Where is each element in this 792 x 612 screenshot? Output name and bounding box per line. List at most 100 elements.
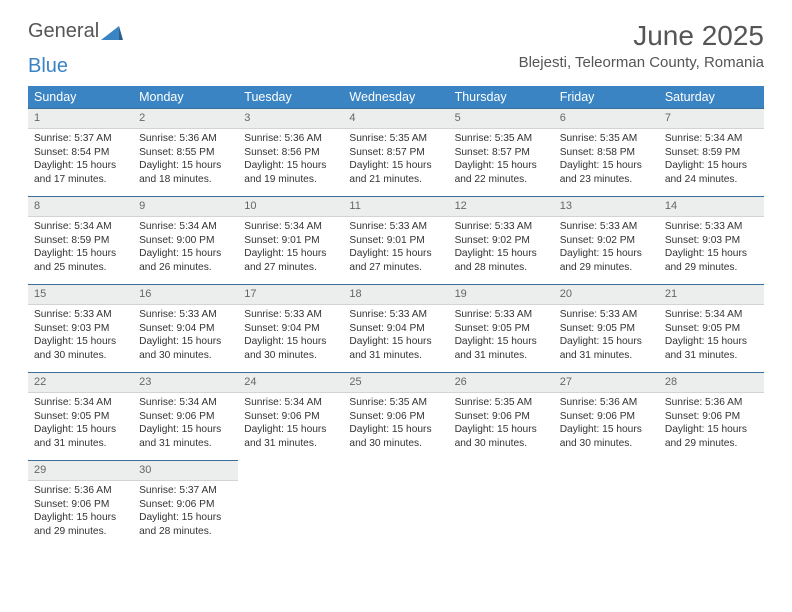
sunrise-line: Sunrise: 5:33 AM: [349, 308, 442, 322]
weekday-header: Saturday: [659, 86, 764, 108]
calendar-day-cell: 10Sunrise: 5:34 AMSunset: 9:01 PMDayligh…: [238, 196, 343, 284]
sunset-line: Sunset: 8:54 PM: [34, 146, 127, 160]
sunset-line: Sunset: 9:01 PM: [244, 234, 337, 248]
sunrise-line: Sunrise: 5:33 AM: [455, 308, 548, 322]
day-content: Sunrise: 5:36 AMSunset: 9:06 PMDaylight:…: [554, 393, 659, 456]
logo-text-1: General: [28, 20, 99, 43]
day-content: Sunrise: 5:35 AMSunset: 9:06 PMDaylight:…: [449, 393, 554, 456]
day-number: 15: [28, 284, 133, 305]
calendar-day-cell: 2Sunrise: 5:36 AMSunset: 8:55 PMDaylight…: [133, 108, 238, 196]
daylight-line: Daylight: 15 hours and 27 minutes.: [349, 247, 442, 275]
day-number: 10: [238, 196, 343, 217]
calendar-day-cell: 17Sunrise: 5:33 AMSunset: 9:04 PMDayligh…: [238, 284, 343, 372]
sunset-line: Sunset: 9:06 PM: [139, 410, 232, 424]
sunset-line: Sunset: 9:02 PM: [560, 234, 653, 248]
day-content: Sunrise: 5:33 AMSunset: 9:05 PMDaylight:…: [449, 305, 554, 368]
calendar-day-cell: 6Sunrise: 5:35 AMSunset: 8:58 PMDaylight…: [554, 108, 659, 196]
sunrise-line: Sunrise: 5:35 AM: [349, 132, 442, 146]
calendar-day-cell: 26Sunrise: 5:35 AMSunset: 9:06 PMDayligh…: [449, 372, 554, 460]
day-number: 11: [343, 196, 448, 217]
calendar-day-cell: 1Sunrise: 5:37 AMSunset: 8:54 PMDaylight…: [28, 108, 133, 196]
day-content: Sunrise: 5:34 AMSunset: 9:01 PMDaylight:…: [238, 217, 343, 280]
sunrise-line: Sunrise: 5:33 AM: [244, 308, 337, 322]
day-content: Sunrise: 5:36 AMSunset: 8:56 PMDaylight:…: [238, 129, 343, 192]
calendar-day-cell: 28Sunrise: 5:36 AMSunset: 9:06 PMDayligh…: [659, 372, 764, 460]
daylight-line: Daylight: 15 hours and 31 minutes.: [139, 423, 232, 451]
calendar-week-row: 29Sunrise: 5:36 AMSunset: 9:06 PMDayligh…: [28, 460, 764, 548]
calendar-day-cell: 30Sunrise: 5:37 AMSunset: 9:06 PMDayligh…: [133, 460, 238, 548]
day-number: 12: [449, 196, 554, 217]
daylight-line: Daylight: 15 hours and 22 minutes.: [455, 159, 548, 187]
sunset-line: Sunset: 9:06 PM: [139, 498, 232, 512]
calendar-day-cell: [238, 460, 343, 548]
sunrise-line: Sunrise: 5:37 AM: [34, 132, 127, 146]
weekday-header: Tuesday: [238, 86, 343, 108]
day-number: 6: [554, 108, 659, 129]
sunrise-line: Sunrise: 5:36 AM: [244, 132, 337, 146]
sunset-line: Sunset: 9:03 PM: [665, 234, 758, 248]
calendar-day-cell: 21Sunrise: 5:34 AMSunset: 9:05 PMDayligh…: [659, 284, 764, 372]
day-number: 21: [659, 284, 764, 305]
weekday-header: Thursday: [449, 86, 554, 108]
day-content: Sunrise: 5:33 AMSunset: 9:01 PMDaylight:…: [343, 217, 448, 280]
day-number: 27: [554, 372, 659, 393]
sunrise-line: Sunrise: 5:34 AM: [665, 132, 758, 146]
day-number: 1: [28, 108, 133, 129]
sunrise-line: Sunrise: 5:33 AM: [34, 308, 127, 322]
sunrise-line: Sunrise: 5:34 AM: [139, 396, 232, 410]
daylight-line: Daylight: 15 hours and 29 minutes.: [34, 511, 127, 539]
day-number: 4: [343, 108, 448, 129]
calendar-week-row: 15Sunrise: 5:33 AMSunset: 9:03 PMDayligh…: [28, 284, 764, 372]
calendar-day-cell: 22Sunrise: 5:34 AMSunset: 9:05 PMDayligh…: [28, 372, 133, 460]
calendar-day-cell: 12Sunrise: 5:33 AMSunset: 9:02 PMDayligh…: [449, 196, 554, 284]
calendar-body: 1Sunrise: 5:37 AMSunset: 8:54 PMDaylight…: [28, 108, 764, 548]
sunset-line: Sunset: 8:59 PM: [34, 234, 127, 248]
day-content: Sunrise: 5:36 AMSunset: 8:55 PMDaylight:…: [133, 129, 238, 192]
daylight-line: Daylight: 15 hours and 31 minutes.: [455, 335, 548, 363]
day-content: Sunrise: 5:33 AMSunset: 9:03 PMDaylight:…: [28, 305, 133, 368]
calendar-day-cell: 9Sunrise: 5:34 AMSunset: 9:00 PMDaylight…: [133, 196, 238, 284]
daylight-line: Daylight: 15 hours and 29 minutes.: [665, 423, 758, 451]
day-content: Sunrise: 5:34 AMSunset: 8:59 PMDaylight:…: [28, 217, 133, 280]
day-content: Sunrise: 5:36 AMSunset: 9:06 PMDaylight:…: [28, 481, 133, 544]
daylight-line: Daylight: 15 hours and 24 minutes.: [665, 159, 758, 187]
day-number: 25: [343, 372, 448, 393]
daylight-line: Daylight: 15 hours and 29 minutes.: [665, 247, 758, 275]
weekday-header: Sunday: [28, 86, 133, 108]
day-number: 2: [133, 108, 238, 129]
daylight-line: Daylight: 15 hours and 30 minutes.: [349, 423, 442, 451]
day-number: 17: [238, 284, 343, 305]
sunset-line: Sunset: 9:04 PM: [349, 322, 442, 336]
calendar-day-cell: 14Sunrise: 5:33 AMSunset: 9:03 PMDayligh…: [659, 196, 764, 284]
sunrise-line: Sunrise: 5:34 AM: [34, 220, 127, 234]
sunset-line: Sunset: 9:05 PM: [455, 322, 548, 336]
calendar-day-cell: 3Sunrise: 5:36 AMSunset: 8:56 PMDaylight…: [238, 108, 343, 196]
daylight-line: Daylight: 15 hours and 31 minutes.: [244, 423, 337, 451]
day-number: 29: [28, 460, 133, 481]
calendar-day-cell: 15Sunrise: 5:33 AMSunset: 9:03 PMDayligh…: [28, 284, 133, 372]
day-content: Sunrise: 5:37 AMSunset: 8:54 PMDaylight:…: [28, 129, 133, 192]
daylight-line: Daylight: 15 hours and 28 minutes.: [139, 511, 232, 539]
calendar-day-cell: 4Sunrise: 5:35 AMSunset: 8:57 PMDaylight…: [343, 108, 448, 196]
sunset-line: Sunset: 8:59 PM: [665, 146, 758, 160]
day-number: 19: [449, 284, 554, 305]
daylight-line: Daylight: 15 hours and 30 minutes.: [560, 423, 653, 451]
calendar-week-row: 1Sunrise: 5:37 AMSunset: 8:54 PMDaylight…: [28, 108, 764, 196]
day-number: 7: [659, 108, 764, 129]
calendar-day-cell: 19Sunrise: 5:33 AMSunset: 9:05 PMDayligh…: [449, 284, 554, 372]
calendar-day-cell: [343, 460, 448, 548]
logo: General: [28, 20, 123, 43]
calendar-day-cell: 18Sunrise: 5:33 AMSunset: 9:04 PMDayligh…: [343, 284, 448, 372]
sunrise-line: Sunrise: 5:35 AM: [349, 396, 442, 410]
sunset-line: Sunset: 9:04 PM: [139, 322, 232, 336]
sunset-line: Sunset: 9:05 PM: [560, 322, 653, 336]
weekday-header-row: Sunday Monday Tuesday Wednesday Thursday…: [28, 86, 764, 108]
calendar-table: Sunday Monday Tuesday Wednesday Thursday…: [28, 86, 764, 548]
sunrise-line: Sunrise: 5:34 AM: [139, 220, 232, 234]
sunset-line: Sunset: 9:04 PM: [244, 322, 337, 336]
day-content: Sunrise: 5:33 AMSunset: 9:02 PMDaylight:…: [554, 217, 659, 280]
calendar-day-cell: 25Sunrise: 5:35 AMSunset: 9:06 PMDayligh…: [343, 372, 448, 460]
calendar-day-cell: 7 Sunrise: 5:34 AMSunset: 8:59 PMDaylight…: [659, 108, 764, 196]
logo-triangle-icon: [101, 24, 123, 40]
daylight-line: Daylight: 15 hours and 21 minutes.: [349, 159, 442, 187]
